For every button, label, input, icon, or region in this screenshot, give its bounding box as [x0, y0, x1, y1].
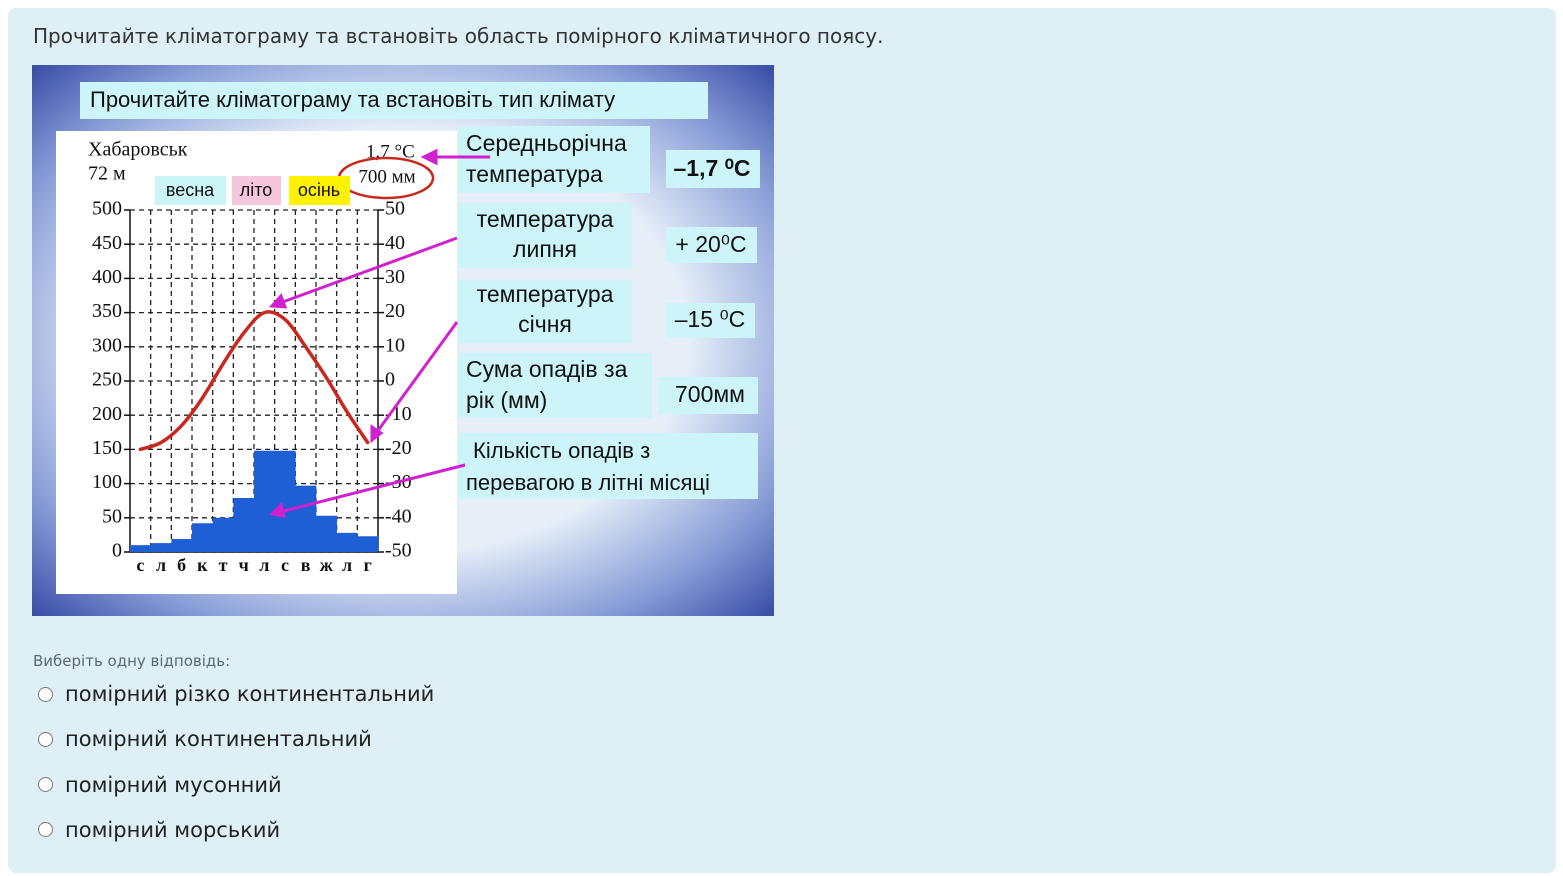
- answer-prompt: Виберіть одну відповідь:: [33, 652, 231, 670]
- y2-tick-label: 30: [385, 266, 405, 288]
- annual-precipitation: 700 мм: [358, 166, 415, 187]
- radio-button[interactable]: [38, 822, 53, 838]
- station: Хабаровськ: [88, 139, 188, 161]
- option-text: помірний континентальний: [65, 727, 372, 752]
- value-box: [666, 303, 755, 338]
- y-tick-label: 450: [92, 232, 122, 254]
- y-tick-label: 400: [92, 266, 122, 288]
- callout-box: [458, 203, 632, 268]
- option-text: помірний морський: [65, 817, 281, 842]
- callout-box: [458, 126, 650, 193]
- y-tick-label: 350: [92, 300, 122, 322]
- y2-tick-label: -10: [385, 403, 412, 425]
- answer-option[interactable]: помірний морський: [38, 818, 280, 842]
- y-tick-label: 150: [92, 437, 122, 459]
- callout-value: –15 ⁰C: [675, 306, 746, 332]
- answer-option[interactable]: помірний континентальний: [38, 727, 372, 751]
- callout-label: температура: [477, 206, 614, 232]
- precipitation-bar: [254, 450, 275, 552]
- season-box: [232, 176, 281, 205]
- y-tick-label: 300: [92, 334, 122, 356]
- x-tick-label: с: [281, 555, 289, 575]
- y2-tick-label: 10: [385, 334, 405, 356]
- question-image: Прочитайте кліматограму та встановіть ти…: [32, 65, 774, 616]
- y2-tick-label: -50: [385, 540, 412, 562]
- x-tick-label: г: [364, 555, 372, 575]
- callout-label: січня: [518, 311, 572, 337]
- y2-tick-label: 40: [385, 232, 405, 254]
- callout-label: липня: [513, 236, 577, 262]
- callout-label: Сума опадів за: [466, 356, 628, 382]
- x-tick-label: л: [259, 555, 269, 575]
- x-tick-label: ч: [239, 555, 249, 575]
- callout-value: 700мм: [675, 381, 745, 407]
- radio-button[interactable]: [38, 777, 53, 793]
- callout-box: [458, 433, 758, 499]
- callout-label: Кількість опадів з: [473, 438, 650, 463]
- x-tick-label: в: [301, 555, 311, 575]
- y2-tick-label: 20: [385, 300, 405, 322]
- precipitation-bar: [212, 517, 234, 552]
- x-tick-label: л: [156, 555, 166, 575]
- callout-label: рік (мм): [466, 387, 547, 413]
- radio-button[interactable]: [38, 731, 53, 747]
- x-tick-label: л: [342, 555, 352, 575]
- x-tick-label: к: [197, 555, 208, 575]
- callout-label: температура: [477, 281, 614, 307]
- value-box: [658, 377, 758, 414]
- y-tick-label: 0: [112, 540, 122, 562]
- image-heading: Прочитайте кліматограму та встановіть ти…: [90, 87, 615, 112]
- callout-box: [458, 280, 632, 343]
- precipitation-bar: [357, 536, 379, 552]
- precipitation-bar: [150, 543, 172, 552]
- temperature-line: [138, 310, 370, 452]
- answer-option[interactable]: помірний мусонний: [38, 773, 282, 797]
- callout-value: + 20⁰C: [675, 231, 746, 257]
- y2-tick-label: -40: [385, 505, 412, 527]
- callout-box: [458, 353, 652, 418]
- callout-label: температура: [466, 161, 603, 187]
- y-tick-label: 250: [92, 369, 122, 391]
- season-label: весна: [166, 180, 215, 200]
- precipitation-bar: [171, 539, 193, 552]
- elevation: 72 м: [88, 163, 126, 185]
- option-text: помірний мусонний: [65, 772, 282, 797]
- value-box: [666, 150, 760, 188]
- y2-tick-label: 0: [385, 369, 395, 391]
- x-tick-label: с: [136, 555, 144, 575]
- precipitation-bar: [295, 485, 317, 552]
- y-tick-label: 500: [92, 198, 122, 220]
- x-tick-label: ж: [320, 555, 334, 575]
- option-text: помірний різко континентальний: [65, 682, 435, 706]
- question-text: Прочитайте кліматограму та встановіть об…: [33, 24, 884, 48]
- callout-label: перевагою в літні місяці: [466, 470, 710, 495]
- precipitation-bar: [336, 532, 358, 552]
- callout-label: Середньорічна: [466, 130, 627, 156]
- season-box: [289, 176, 350, 205]
- x-tick-label: т: [219, 555, 228, 575]
- heading-box: [80, 82, 708, 119]
- x-tick-label: б: [177, 555, 186, 575]
- season-box: [155, 176, 226, 205]
- y-tick-label: 50: [102, 505, 122, 527]
- y2-tick-label: -20: [385, 437, 412, 459]
- value-box: [666, 227, 757, 263]
- answer-option[interactable]: помірний різко континентальний: [38, 682, 434, 706]
- precipitation-bar: [130, 545, 151, 552]
- precipitation-bar: [233, 497, 255, 552]
- season-label: літо: [240, 180, 273, 200]
- callout-value: –1,7 ⁰C: [674, 155, 751, 181]
- precipitation-bar: [192, 523, 213, 552]
- y-tick-label: 200: [92, 403, 122, 425]
- callout-arrows: [268, 148, 490, 518]
- y2-tick-label: 50: [385, 198, 405, 220]
- precipitation-bar: [316, 515, 337, 552]
- radio-button[interactable]: [38, 686, 53, 702]
- precipitation-bar: [274, 450, 296, 552]
- season-label: осінь: [298, 180, 340, 200]
- y-tick-label: 100: [92, 471, 122, 493]
